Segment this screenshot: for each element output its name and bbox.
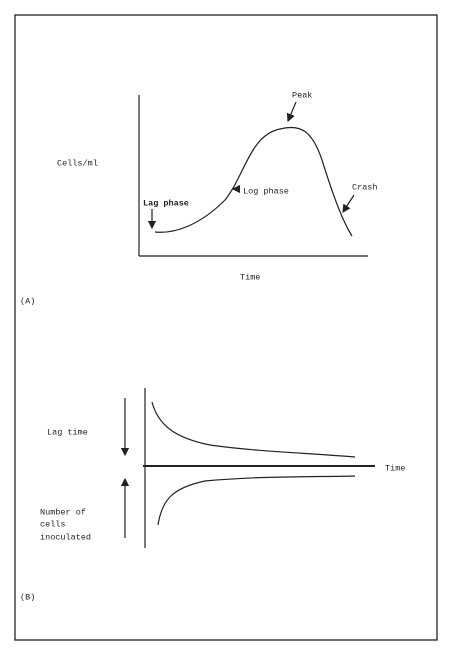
caption-b: (B) bbox=[20, 592, 35, 602]
lag-time-label: Lag time bbox=[47, 427, 88, 437]
log-phase-label: Log phase bbox=[243, 186, 289, 196]
peak-arrow bbox=[286, 101, 297, 123]
x-axis-label: Time bbox=[240, 272, 260, 282]
inoculum-curve bbox=[157, 475, 356, 526]
inoculum-label: cells bbox=[40, 519, 66, 529]
x-axis-label: Time bbox=[385, 463, 405, 473]
lag-phase-label: Lag phase bbox=[143, 198, 189, 208]
frame bbox=[14, 14, 438, 641]
crash-label: Crash bbox=[352, 182, 378, 192]
growth-curve bbox=[154, 126, 353, 237]
y-axis-label: Cells/ml bbox=[57, 158, 98, 168]
lag-time-curve bbox=[151, 401, 356, 458]
caption-a: (A) bbox=[20, 296, 35, 306]
crash-arrow bbox=[342, 194, 355, 214]
inoculum-label: inoculated bbox=[40, 532, 91, 542]
inoculum-label: Number of bbox=[40, 507, 86, 517]
peak-label: Peak bbox=[292, 90, 312, 100]
